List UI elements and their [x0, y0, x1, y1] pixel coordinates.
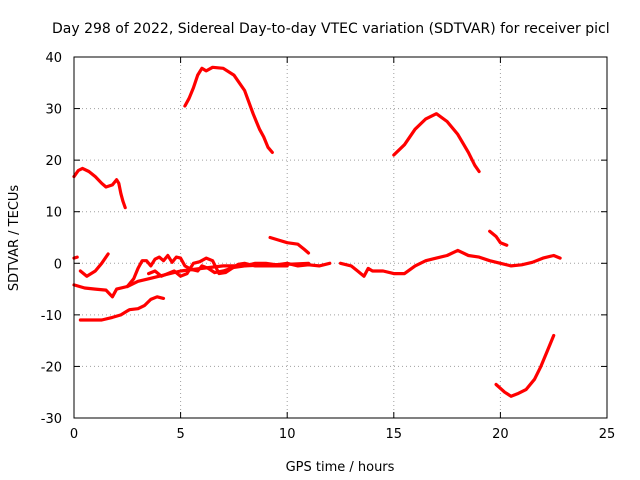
- plot-frame: [73, 56, 608, 419]
- y-tick-label: 10: [45, 206, 62, 221]
- data-series: [72, 65, 562, 398]
- series-arc-4: [268, 235, 311, 255]
- series-arc-13: [494, 333, 556, 398]
- y-tick-label: -30: [41, 412, 62, 427]
- grid: [74, 57, 607, 418]
- series-arc-5: [488, 229, 509, 247]
- series-arc-12: [338, 248, 562, 278]
- series-arc-11: [147, 256, 289, 278]
- series-arc-7: [78, 252, 110, 278]
- y-axis-label: SDTVAR / TECUs: [7, 185, 22, 292]
- x-tick-label: 25: [599, 427, 616, 442]
- x-tick-label: 0: [70, 427, 78, 442]
- x-tick-label: 10: [279, 427, 296, 442]
- x-axis-label: GPS time / hours: [286, 460, 395, 475]
- y-tick-label: -20: [41, 360, 62, 375]
- series-arc-3: [392, 112, 481, 174]
- y-tick-label: 0: [54, 257, 62, 272]
- y-tick-label: 20: [45, 154, 62, 169]
- y-tick-label: -10: [41, 309, 62, 324]
- x-tick-label: 5: [176, 427, 184, 442]
- chart-title: Day 298 of 2022, Sidereal Day-to-day VTE…: [52, 21, 610, 37]
- series-arc-2: [183, 65, 274, 154]
- x-tick-label: 20: [492, 427, 509, 442]
- series-arc-1: [72, 166, 127, 210]
- axis-ticks: 0 5 10 15 20 25 -30 -20 -10 0 10 20 30 40: [41, 51, 616, 442]
- y-tick-label: 40: [45, 51, 62, 66]
- y-tick-label: 30: [45, 103, 62, 118]
- x-tick-label: 15: [386, 427, 403, 442]
- series-arc-6: [72, 255, 79, 260]
- series-arc-9: [78, 295, 166, 322]
